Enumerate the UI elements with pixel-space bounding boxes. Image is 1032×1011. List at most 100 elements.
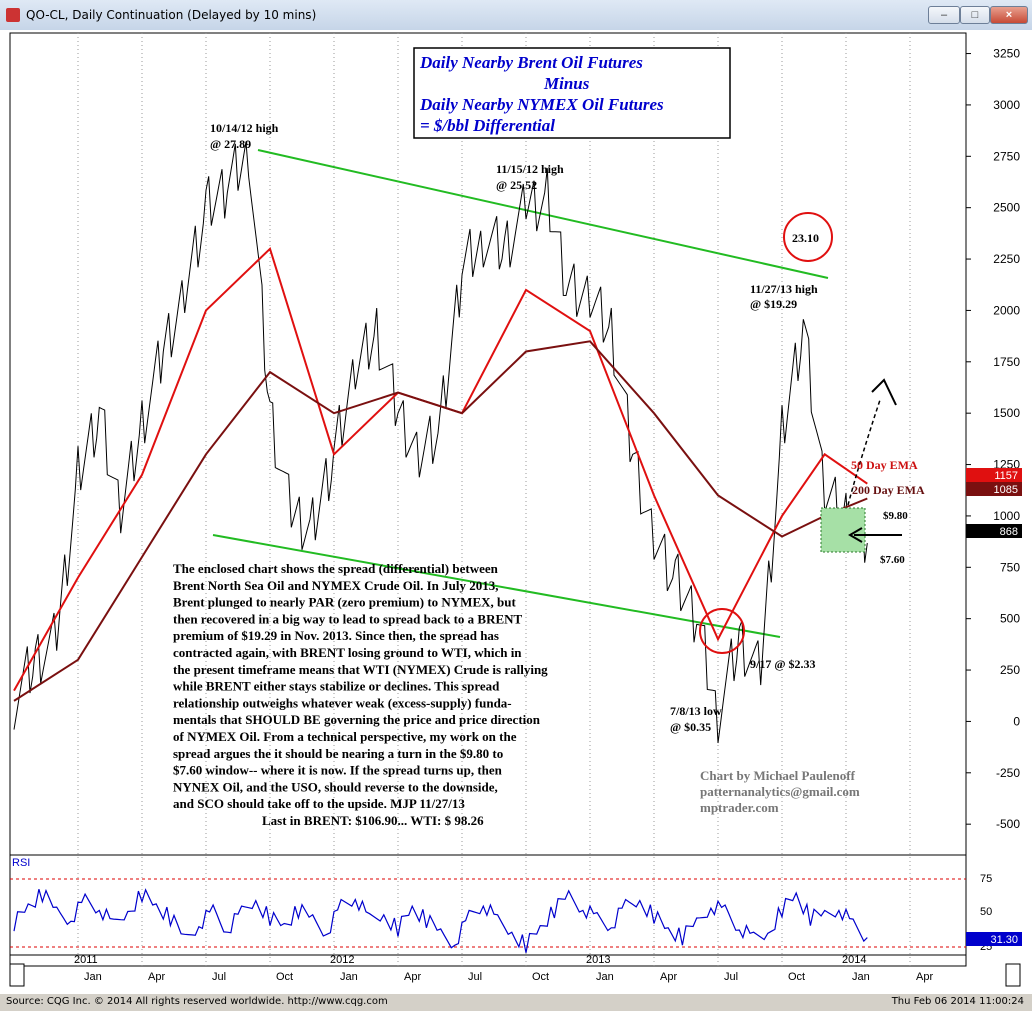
x-month-label: Jul bbox=[468, 971, 482, 983]
x-month-label: Jan bbox=[340, 971, 358, 983]
close-button[interactable]: × bbox=[990, 6, 1028, 24]
price-axis: 3250300027502500225020001750150012501000… bbox=[966, 47, 1020, 831]
credit-line-1: Chart by Michael Paulenoff bbox=[700, 768, 856, 783]
annotation-circle-value: 23.10 bbox=[792, 231, 819, 245]
title-line-2: Minus bbox=[543, 74, 590, 93]
y-tick-label: 500 bbox=[1000, 612, 1020, 626]
x-month-label: Oct bbox=[276, 971, 293, 983]
y-tick-label: -250 bbox=[996, 766, 1020, 780]
credit-line-3: mptrader.com bbox=[700, 800, 779, 815]
target-circle bbox=[783, 212, 833, 262]
status-timestamp: Thu Feb 06 2014 11:00:24 bbox=[891, 996, 1024, 1007]
y-tick-label: 750 bbox=[1000, 560, 1020, 574]
last-price-badge bbox=[966, 524, 1022, 538]
annotation-nov13-value: @ $19.29 bbox=[750, 297, 797, 311]
y-tick-label: 2000 bbox=[993, 303, 1020, 317]
x-month-label: Jan bbox=[852, 971, 870, 983]
rsi-tick-50: 50 bbox=[980, 906, 992, 918]
commentary-line: premium of $19.29 in Nov. 2013. Since th… bbox=[173, 628, 499, 643]
commentary-line: relationship outweighs whatever weak (ex… bbox=[173, 695, 512, 710]
status-source: Source: CQG Inc. © 2014 All rights reser… bbox=[6, 996, 388, 1007]
date-axis-strip bbox=[9, 954, 967, 967]
window-top-label: $9.80 bbox=[883, 510, 908, 522]
title-line-3: Daily Nearby NYMEX Oil Futures bbox=[419, 95, 664, 114]
minimize-button[interactable]: – bbox=[928, 6, 960, 24]
date-axis: Jan Apr Jul Oct Jan Apr Jul Oct Jan Apr Jul Oct Jan A… bbox=[74, 954, 933, 983]
maximize-button[interactable]: □ bbox=[960, 6, 990, 24]
series-layer bbox=[13, 141, 868, 744]
y-tick-label: 2750 bbox=[993, 149, 1020, 163]
app-icon bbox=[6, 8, 20, 22]
ema50-badge-text: 1157 bbox=[994, 470, 1018, 482]
title-line-4: = $/bbl Differential bbox=[420, 116, 555, 135]
ema200-badge-text: 1085 bbox=[994, 484, 1018, 496]
pointer-arrow-head bbox=[848, 527, 863, 543]
x-month-label: Jan bbox=[596, 971, 614, 983]
title-box bbox=[413, 47, 731, 139]
x-month-label: Oct bbox=[532, 971, 549, 983]
commentary-line: Brent North Sea Oil and NYMEX Crude Oil.… bbox=[173, 578, 499, 593]
last-price-badge-text: 868 bbox=[1000, 526, 1018, 538]
annotation-oct12-value: @ 27.89 bbox=[210, 137, 251, 151]
y-tick-label: -500 bbox=[996, 817, 1020, 831]
x-month-label: Jan bbox=[84, 971, 102, 983]
y-tick-label: 3250 bbox=[993, 47, 1020, 61]
annotation-oct12-high: 10/14/12 high bbox=[210, 121, 279, 135]
x-month-label: Jul bbox=[724, 971, 738, 983]
commentary-line: then recovered in a big way to lead to s… bbox=[173, 611, 523, 626]
y-tick-label: 0 bbox=[1013, 714, 1020, 728]
rsi-tick-75: 75 bbox=[980, 873, 992, 885]
ema200-label: 200 Day EMA bbox=[852, 483, 925, 497]
credit-line-2: patternanalytics@gmail.com bbox=[700, 784, 860, 799]
low-circle bbox=[699, 608, 745, 654]
scroll-left-handle[interactable] bbox=[9, 963, 25, 987]
x-year-label: 2013 bbox=[586, 954, 610, 966]
chart-svg: Daily Nearby Brent Oil Futures Minus Dai… bbox=[9, 32, 1022, 987]
commentary-line: NYNEX Oil, and the USO, should reverse t… bbox=[173, 779, 498, 794]
ema50-badge bbox=[966, 468, 1022, 482]
annotation-nov12-value: @ 25.52 bbox=[496, 178, 537, 192]
ema50-label: 50 Day EMA bbox=[851, 458, 918, 472]
commentary-line: while BRENT either stays stabilize or de… bbox=[173, 679, 500, 694]
y-tick-label: 3000 bbox=[993, 98, 1020, 112]
projection-arrow-head bbox=[871, 378, 897, 406]
commentary-line: and SCO should take off to the upside. M… bbox=[173, 796, 465, 811]
x-month-label: Apr bbox=[404, 971, 421, 983]
commentary-line: Last in BRENT: $106.90... WTI: $ 98.26 bbox=[262, 813, 484, 828]
y-tick-label: 1750 bbox=[993, 355, 1020, 369]
rsi-series-line bbox=[13, 888, 868, 953]
x-month-label: Apr bbox=[660, 971, 677, 983]
chart-area: Daily Nearby Brent Oil Futures Minus Dai… bbox=[0, 30, 1032, 994]
x-year-label: 2012 bbox=[330, 954, 354, 966]
ema200-series-line bbox=[13, 340, 868, 702]
commentary-line: contracted again, with BRENT losing grou… bbox=[173, 645, 522, 660]
scroll-right-handle[interactable] bbox=[1005, 963, 1021, 987]
upper-trendline bbox=[257, 149, 829, 279]
y-tick-label: 2500 bbox=[993, 201, 1020, 215]
annotation-nov13-high: 11/27/13 high bbox=[750, 282, 818, 296]
commentary-line: Brent plunged to nearly PAR (zero premiu… bbox=[173, 595, 516, 610]
x-month-label: Apr bbox=[148, 971, 165, 983]
annotation-jul13-low: 7/8/13 low bbox=[670, 704, 722, 718]
projection-arrow-dashed bbox=[847, 399, 881, 506]
commentary-line: The enclosed chart shows the spread (dif… bbox=[173, 561, 499, 576]
commentary: The enclosed chart shows the spread (dif… bbox=[173, 561, 548, 828]
trendlines bbox=[212, 149, 829, 638]
title-line-1: Daily Nearby Brent Oil Futures bbox=[419, 53, 643, 72]
y-tick-label: 250 bbox=[1000, 663, 1020, 677]
y-tick-label: 1000 bbox=[993, 509, 1020, 523]
window-titlebar: QO-CL, Daily Continuation (Delayed by 10… bbox=[0, 0, 1032, 31]
commentary-line: of NYMEX Oil. From a technical perspecti… bbox=[173, 729, 517, 744]
rsi-last-badge-text: 31.30 bbox=[990, 934, 1018, 946]
x-month-label: Apr bbox=[916, 971, 933, 983]
grid bbox=[77, 33, 911, 966]
x-year-label: 2014 bbox=[842, 954, 866, 966]
status-bar: Source: CQG Inc. © 2014 All rights reser… bbox=[0, 994, 1032, 1011]
window-bottom-label: $7.60 bbox=[880, 554, 905, 566]
lower-trendline bbox=[212, 534, 781, 638]
window-title: QO-CL, Daily Continuation (Delayed by 10… bbox=[26, 8, 317, 22]
commentary-line: mentals that SHOULD BE governing the pri… bbox=[173, 712, 541, 727]
commentary-line: $7.60 window-- where it is now. If the s… bbox=[173, 763, 503, 778]
x-month-label: Oct bbox=[788, 971, 805, 983]
x-month-label: Jul bbox=[212, 971, 226, 983]
